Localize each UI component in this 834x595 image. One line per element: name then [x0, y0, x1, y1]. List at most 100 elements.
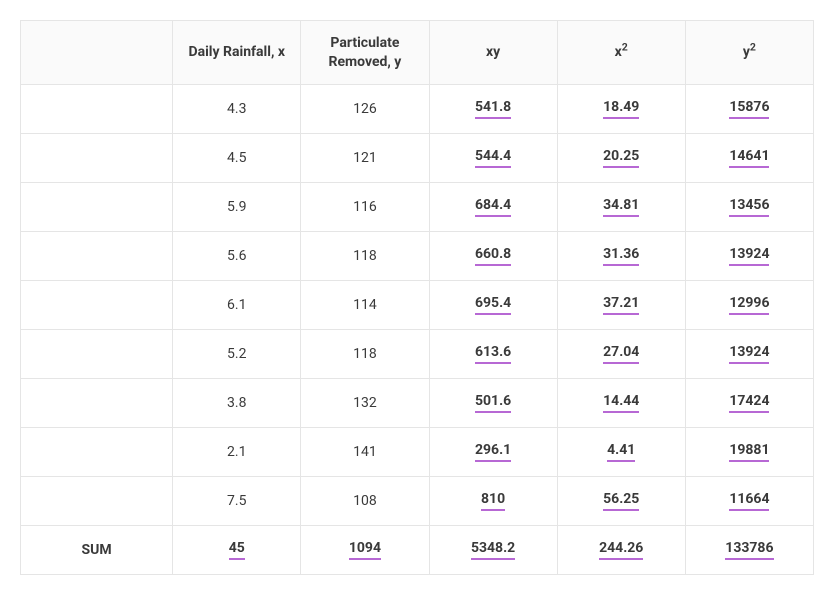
cell-xy-value: 296.1 [475, 442, 511, 462]
table-row: 5.6118 660.8 31.36 13924 [21, 232, 814, 281]
cell-label [21, 85, 173, 134]
table-row: 2.1141296.14.4119881 [21, 428, 814, 477]
stats-table: Daily Rainfall, x ParticulateRemoved, y … [20, 20, 814, 575]
cell-sum-x2-value: 244.26 [599, 540, 643, 560]
table-row: 5.2118 613.6 27.04 13924 [21, 330, 814, 379]
cell-sum-y2-value: 133786 [725, 540, 773, 560]
cell-xy: 684.4 [429, 183, 557, 232]
sum-row: SUM 45 1094 5348.2 244.26 133786 [21, 526, 814, 575]
cell-x: 5.9 [173, 183, 301, 232]
cell-xy: 613.6 [429, 330, 557, 379]
cell-y2-value: 13456 [729, 197, 769, 217]
cell-y: 118 [301, 232, 429, 281]
cell-label [21, 134, 173, 183]
cell-y: 132 [301, 379, 429, 428]
cell-x2: 4.41 [557, 428, 685, 477]
cell-xy-value: 541.8 [475, 99, 511, 119]
cell-xy-value: 660.8 [475, 246, 511, 266]
cell-x: 5.6 [173, 232, 301, 281]
cell-label [21, 232, 173, 281]
cell-y: 108 [301, 477, 429, 526]
table-row: 4.5121544.420.2514641 [21, 134, 814, 183]
cell-label [21, 428, 173, 477]
cell-y: 141 [301, 428, 429, 477]
cell-x2: 18.49 [557, 85, 685, 134]
col-header-y2: y2 [685, 21, 813, 85]
cell-label [21, 477, 173, 526]
cell-xy: 296.1 [429, 428, 557, 477]
table-row: 7.5108 810 56.25 11664 [21, 477, 814, 526]
cell-xy-value: 501.6 [475, 393, 511, 413]
cell-x: 7.5 [173, 477, 301, 526]
cell-sum-label: SUM [21, 526, 173, 575]
cell-y2-value: 13924 [729, 246, 769, 266]
table-row: 5.9116 684.4 34.81 13456 [21, 183, 814, 232]
cell-x2-value: 31.36 [603, 246, 639, 266]
cell-label [21, 379, 173, 428]
cell-xy: 810 [429, 477, 557, 526]
cell-sum-x-value: 45 [229, 540, 245, 560]
cell-y2-value: 19881 [729, 442, 769, 462]
cell-x: 6.1 [173, 281, 301, 330]
table-row: 6.1114 695.4 37.21 12996 [21, 281, 814, 330]
cell-label [21, 330, 173, 379]
cell-y2: 14641 [685, 134, 813, 183]
cell-x: 4.3 [173, 85, 301, 134]
cell-x2: 34.81 [557, 183, 685, 232]
cell-x2: 31.36 [557, 232, 685, 281]
cell-xy-value: 810 [481, 491, 505, 511]
cell-xy-value: 613.6 [475, 344, 511, 364]
cell-x2-value: 4.41 [607, 442, 635, 462]
cell-y: 121 [301, 134, 429, 183]
cell-x2-value: 20.25 [603, 148, 639, 168]
cell-xy-value: 544.4 [475, 148, 511, 168]
cell-x: 5.2 [173, 330, 301, 379]
cell-y2: 12996 [685, 281, 813, 330]
cell-x2-value: 34.81 [603, 197, 639, 217]
cell-y: 116 [301, 183, 429, 232]
cell-sum-xy: 5348.2 [429, 526, 557, 575]
cell-xy: 501.6 [429, 379, 557, 428]
cell-y2: 13924 [685, 330, 813, 379]
cell-xy: 544.4 [429, 134, 557, 183]
cell-xy-value: 684.4 [475, 197, 511, 217]
cell-x: 3.8 [173, 379, 301, 428]
cell-x2: 56.25 [557, 477, 685, 526]
cell-x2-value: 14.44 [603, 393, 639, 413]
cell-y: 114 [301, 281, 429, 330]
cell-y2-value: 15876 [729, 99, 769, 119]
col-header-x2: x2 [557, 21, 685, 85]
cell-y: 118 [301, 330, 429, 379]
cell-x2-value: 37.21 [603, 295, 639, 315]
cell-y: 126 [301, 85, 429, 134]
cell-x2: 14.44 [557, 379, 685, 428]
cell-sum-xy-value: 5348.2 [471, 540, 515, 560]
table-row: 3.8132 501.6 14.44 17424 [21, 379, 814, 428]
col-header-blank [21, 21, 173, 85]
cell-label [21, 183, 173, 232]
cell-xy-value: 695.4 [475, 295, 511, 315]
col-header-y: ParticulateRemoved, y [301, 21, 429, 85]
cell-label [21, 281, 173, 330]
cell-y2: 15876 [685, 85, 813, 134]
cell-y2: 11664 [685, 477, 813, 526]
table-body: 4.3126541.818.49158764.5121544.420.25146… [21, 85, 814, 575]
table-row: 4.3126 541.8 18.49 15876 [21, 85, 814, 134]
cell-xy: 541.8 [429, 85, 557, 134]
cell-x2-value: 27.04 [603, 344, 639, 364]
cell-y2: 13924 [685, 232, 813, 281]
cell-x2-value: 18.49 [603, 99, 639, 119]
cell-sum-y-value: 1094 [349, 540, 381, 560]
header-row: Daily Rainfall, x ParticulateRemoved, y … [21, 21, 814, 85]
cell-x2: 37.21 [557, 281, 685, 330]
cell-y2: 13456 [685, 183, 813, 232]
cell-xy: 660.8 [429, 232, 557, 281]
cell-y2: 19881 [685, 428, 813, 477]
col-header-x: Daily Rainfall, x [173, 21, 301, 85]
cell-x2: 20.25 [557, 134, 685, 183]
cell-sum-x2: 244.26 [557, 526, 685, 575]
cell-x2-value: 56.25 [603, 491, 639, 511]
cell-y2: 17424 [685, 379, 813, 428]
cell-sum-y2: 133786 [685, 526, 813, 575]
cell-x2: 27.04 [557, 330, 685, 379]
